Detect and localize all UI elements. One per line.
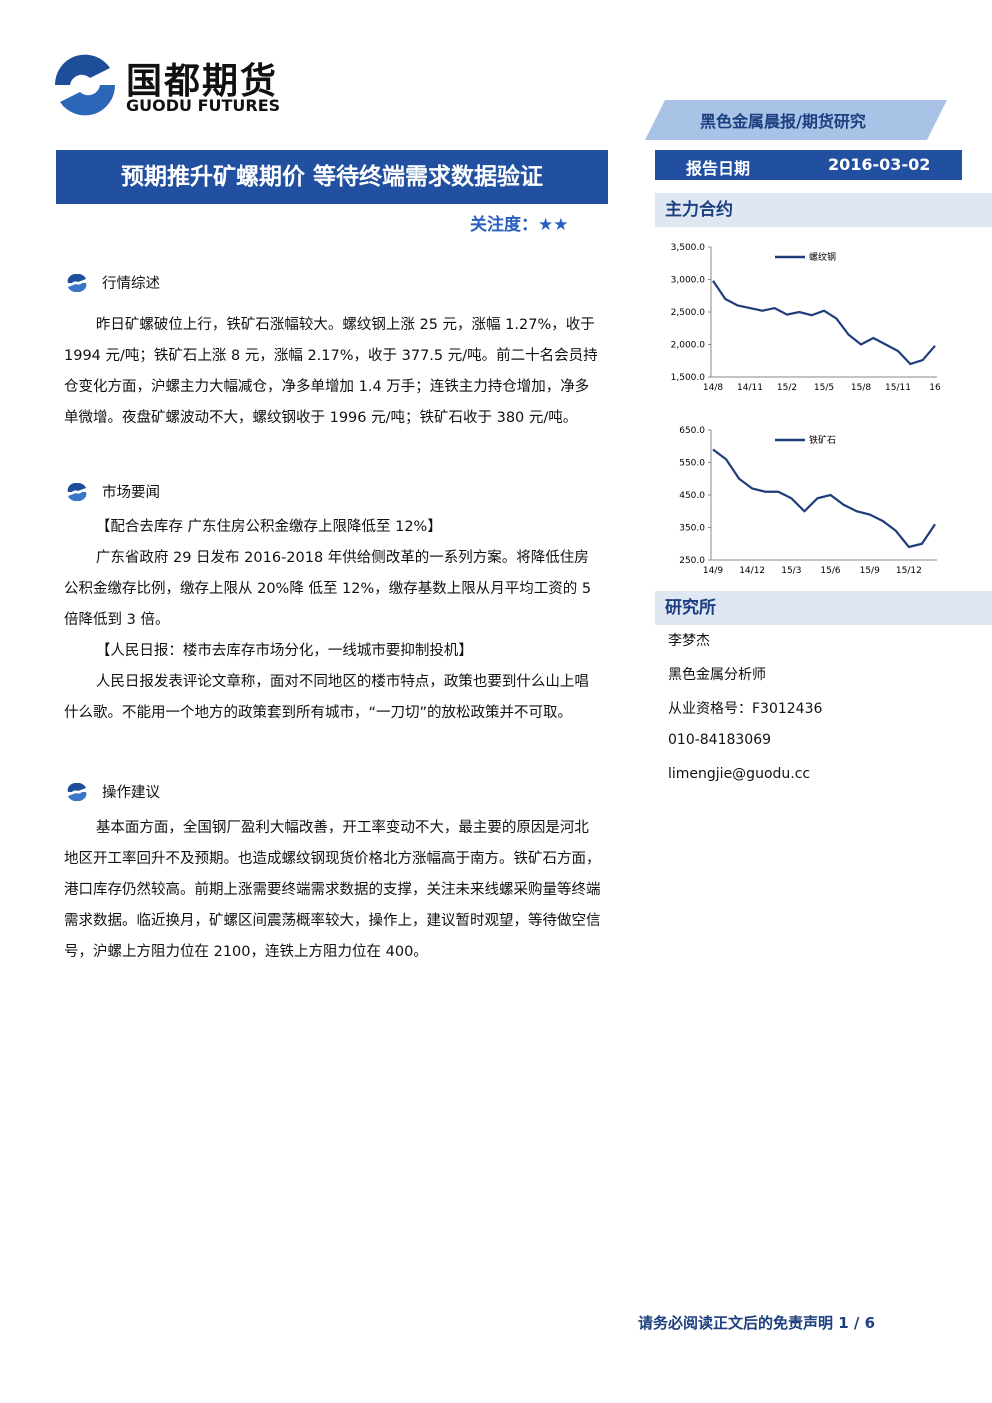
section-icon	[67, 782, 87, 801]
date: 2016-03-02	[828, 155, 931, 174]
x-tick-label: 14/9	[703, 566, 723, 576]
date-label: 报告日期	[686, 159, 751, 178]
section-heading: 操作建议	[66, 781, 160, 802]
y-tick-label: 2,500.0	[671, 308, 706, 318]
paragraph: 【人民日报：楼市去库存市场分化，一线城市要抑制投机】	[95, 643, 473, 659]
x-tick-label: 14/12	[739, 566, 765, 576]
analyst-line: 010-84183069	[668, 732, 772, 748]
x-tick-label: 15/12	[896, 566, 922, 576]
y-tick-label: 2,000.0	[671, 341, 706, 351]
section-icon	[67, 273, 87, 292]
category: 黑色金属晨报/期货研究	[700, 112, 866, 131]
legend-label: 铁矿石	[809, 434, 836, 446]
section-title: 操作建议	[102, 785, 160, 801]
attention: 关注度：★★	[470, 215, 569, 235]
y-tick-label: 3,500.0	[671, 243, 706, 253]
footer: 请务必阅读正文后的免责声明 1 / 6	[638, 1314, 876, 1332]
x-tick-label: 16	[929, 383, 941, 393]
x-tick-label: 15/11	[885, 383, 911, 393]
y-tick-label: 550.0	[679, 459, 705, 469]
section-icon	[67, 482, 87, 501]
section-title: 市场要闻	[102, 485, 160, 501]
contracts-heading: 主力合约	[655, 193, 992, 227]
logo-en: GUODU FUTURES	[126, 96, 281, 115]
x-tick-label: 15/5	[814, 383, 834, 393]
chart-rebar: 1,500.0 2,000.0 2,500.0 3,000.0 3,500.0 14/8 1…	[671, 243, 941, 393]
logo-mark	[54, 54, 116, 116]
institute-heading: 研究所	[655, 591, 992, 625]
paragraph: 基本面方面，全国钢厂盈利大幅改善，开工率变动不大，最主要的原因是河北地区开工率回…	[64, 820, 601, 960]
paragraph: 【配合去库存 广东住房公积金缴存上限降低至 12%】	[95, 519, 442, 535]
x-tick-label: 15/8	[851, 383, 871, 393]
legend-label: 螺纹钢	[809, 251, 836, 263]
x-tick-label: 15/6	[820, 566, 840, 576]
section-heading: 市场要闻	[66, 481, 160, 502]
analyst-line: 李梦杰	[668, 633, 710, 649]
analyst-line: 黑色金属分析师	[668, 667, 766, 683]
y-tick-label: 650.0	[679, 426, 705, 436]
category-banner	[645, 100, 947, 140]
y-tick-label: 250.0	[679, 556, 705, 566]
y-tick-label: 450.0	[679, 491, 705, 501]
section-title: 行情综述	[102, 276, 160, 292]
chart-iron-ore: 250.0 350.0 450.0 550.0 650.0 14/9 14/12 15/3 15…	[679, 426, 937, 576]
date-bar	[655, 150, 962, 180]
analyst-line: 从业资格号：F3012436	[668, 701, 823, 717]
paragraph: 人民日报发表评论文章称，面对不同地区的楼市特点，政策也要到什么山上唱什么歌。不能…	[64, 674, 589, 721]
y-tick-label: 3,000.0	[671, 276, 706, 286]
line	[712, 280, 936, 366]
x-tick-label: 14/8	[703, 383, 723, 393]
y-tick-label: 350.0	[679, 524, 705, 534]
x-tick-label: 15/2	[777, 383, 797, 393]
analyst-line: limengjie@guodu.cc	[668, 766, 811, 782]
paragraph: 广东省政府 29 日发布 2016-2018 年供给侧改革的一系列方案。将降低住…	[64, 550, 592, 628]
y-tick-label: 1,500.0	[671, 373, 706, 383]
x-tick-label: 14/11	[737, 383, 763, 393]
x-tick-label: 15/3	[781, 566, 801, 576]
report-title: 预期推升矿螺期价 等待终端需求数据验证	[56, 150, 608, 204]
section-heading: 行情综述	[66, 272, 160, 293]
paragraph: 昨日矿螺破位上行，铁矿石涨幅较大。螺纹钢上涨 25 元，涨幅 1.27%，收于 …	[64, 317, 598, 426]
line	[712, 448, 936, 549]
logo-cn: 国都期货	[126, 61, 279, 102]
x-tick-label: 15/9	[860, 566, 880, 576]
